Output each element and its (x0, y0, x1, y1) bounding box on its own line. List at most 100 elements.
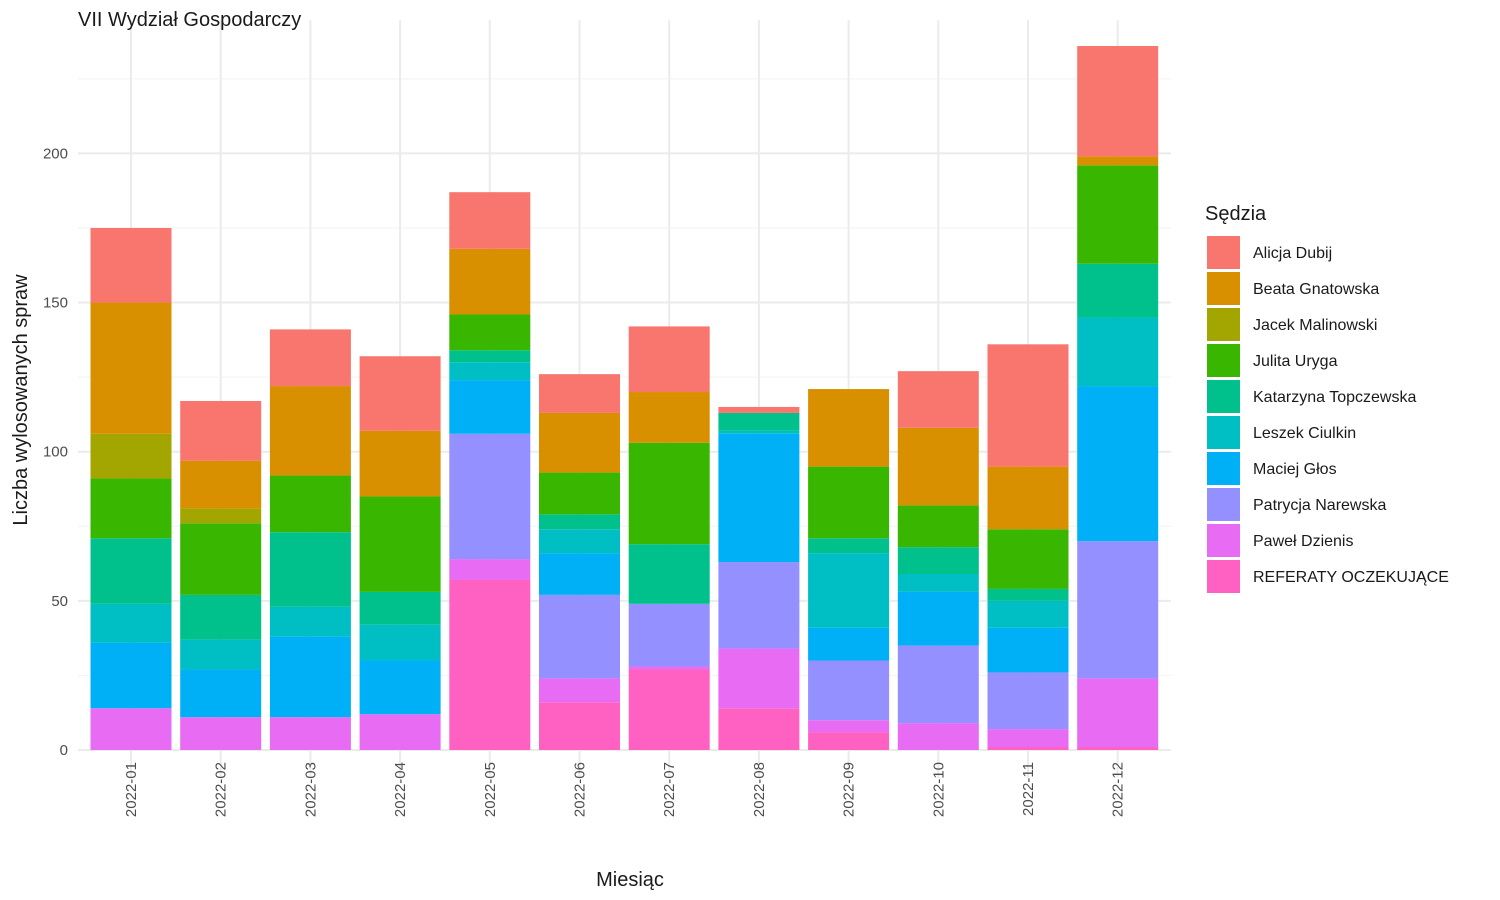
legend-swatch (1207, 488, 1240, 521)
bar-segment (628, 666, 710, 670)
bar-segment (449, 350, 531, 363)
bar-segment (180, 669, 262, 718)
bar-segment (628, 669, 710, 750)
bar-segment (628, 326, 710, 393)
chart-title: VII Wydział Gospodarczy (78, 9, 301, 31)
bar-segment (987, 747, 1069, 750)
bar-segment (539, 702, 620, 750)
bar-segment (359, 496, 441, 592)
bar-segment (449, 248, 531, 315)
y-tick-label: 150 (43, 295, 68, 312)
x-tick-label: 2022-05 (482, 762, 499, 817)
x-axis-ticks: 2022-01 2022-02 2022-03 2022-04 2022-05 2022-… (123, 762, 1127, 817)
bar-segment (987, 466, 1069, 530)
legend-label: Paweł Dzienis (1253, 533, 1353, 550)
legend-label: Patrycja Narewska (1253, 497, 1386, 514)
bar-segment (359, 591, 441, 625)
bar-segment (897, 427, 979, 506)
bar-segment (539, 514, 620, 530)
bars (90, 46, 1159, 750)
bar-segment (808, 389, 890, 467)
x-tick-label: 2022-08 (751, 762, 768, 817)
bar-segment (180, 508, 262, 524)
y-tick-label: 50 (51, 593, 68, 610)
bar-segment (987, 672, 1069, 730)
x-tick-label: 2022-12 (1110, 762, 1127, 817)
x-tick-label: 2022-07 (661, 762, 678, 817)
bar-segment (449, 380, 531, 434)
bar-segment (1077, 46, 1159, 157)
legend-swatch (1207, 380, 1240, 413)
legend-label: Leszek Ciulkin (1253, 425, 1356, 442)
bar-segment (449, 579, 531, 750)
bar-segment (90, 478, 172, 539)
bar-segment (808, 627, 890, 661)
x-axis-title: Miesiąc (596, 869, 664, 891)
bar-segment (539, 472, 620, 515)
bar-segment (1077, 165, 1159, 264)
bar-segment (1077, 263, 1159, 318)
bar-segment (180, 523, 262, 595)
bar-segment (90, 642, 172, 709)
bar-segment (180, 460, 262, 509)
bar-segment (897, 505, 979, 548)
x-tick-label: 2022-04 (392, 762, 409, 817)
bar-segment (539, 553, 620, 595)
bar-segment (628, 544, 710, 604)
x-tick-label: 2022-10 (930, 762, 947, 817)
legend-label: Maciej Głos (1253, 461, 1337, 478)
x-tick-label: 2022-02 (213, 762, 230, 817)
bar-segment (628, 392, 710, 443)
bar-segment (987, 600, 1069, 628)
bar-segment (449, 362, 531, 381)
bar-segment (90, 603, 172, 643)
bar-segment (897, 591, 979, 646)
bar-segment (90, 538, 172, 604)
bar-segment (628, 603, 710, 667)
bar-segment (359, 624, 441, 661)
bar-segment (987, 729, 1069, 748)
legend-label: Julita Uryga (1253, 353, 1338, 370)
bar-segment (269, 717, 351, 750)
bar-segment (449, 314, 531, 351)
bar-segment (987, 627, 1069, 673)
legend-swatch (1207, 344, 1240, 377)
bar-segment (539, 412, 620, 473)
bar-segment (269, 475, 351, 533)
bar-segment (1077, 156, 1159, 166)
bar-segment (269, 386, 351, 476)
bar-segment (1077, 386, 1159, 542)
bar-segment (90, 708, 172, 750)
bar-segment (987, 529, 1069, 589)
y-axis-title: Liczba wylosowanych spraw (10, 274, 32, 526)
bar-segment (718, 430, 800, 434)
bar-segment (897, 574, 979, 592)
bar-segment (1077, 541, 1159, 679)
bar-segment (718, 562, 800, 649)
x-tick-label: 2022-01 (123, 762, 140, 817)
bar-segment (539, 529, 620, 554)
legend-label: Beata Gnatowska (1253, 281, 1379, 298)
bar-segment (808, 660, 890, 721)
bar-segment (90, 433, 172, 479)
bar-segment (808, 553, 890, 628)
bar-segment (180, 594, 262, 640)
bar-segment (1077, 317, 1159, 387)
bar-segment (180, 639, 262, 670)
bar-segment (987, 588, 1069, 601)
x-tick-label: 2022-09 (841, 762, 858, 817)
bar-segment (987, 344, 1069, 467)
bar-segment (539, 678, 620, 703)
bar-segment (718, 708, 800, 750)
y-tick-label: 0 (60, 742, 68, 759)
bar-segment (1077, 678, 1159, 748)
bar-segment (897, 645, 979, 724)
legend-swatch (1207, 236, 1240, 269)
bar-segment (718, 433, 800, 563)
bar-segment (539, 594, 620, 679)
legend-label: Jacek Malinowski (1253, 317, 1377, 334)
bar-segment (180, 400, 262, 461)
legend-label: Alicja Dubij (1253, 245, 1332, 262)
bar-segment (359, 356, 441, 431)
legend-swatch (1207, 416, 1240, 449)
